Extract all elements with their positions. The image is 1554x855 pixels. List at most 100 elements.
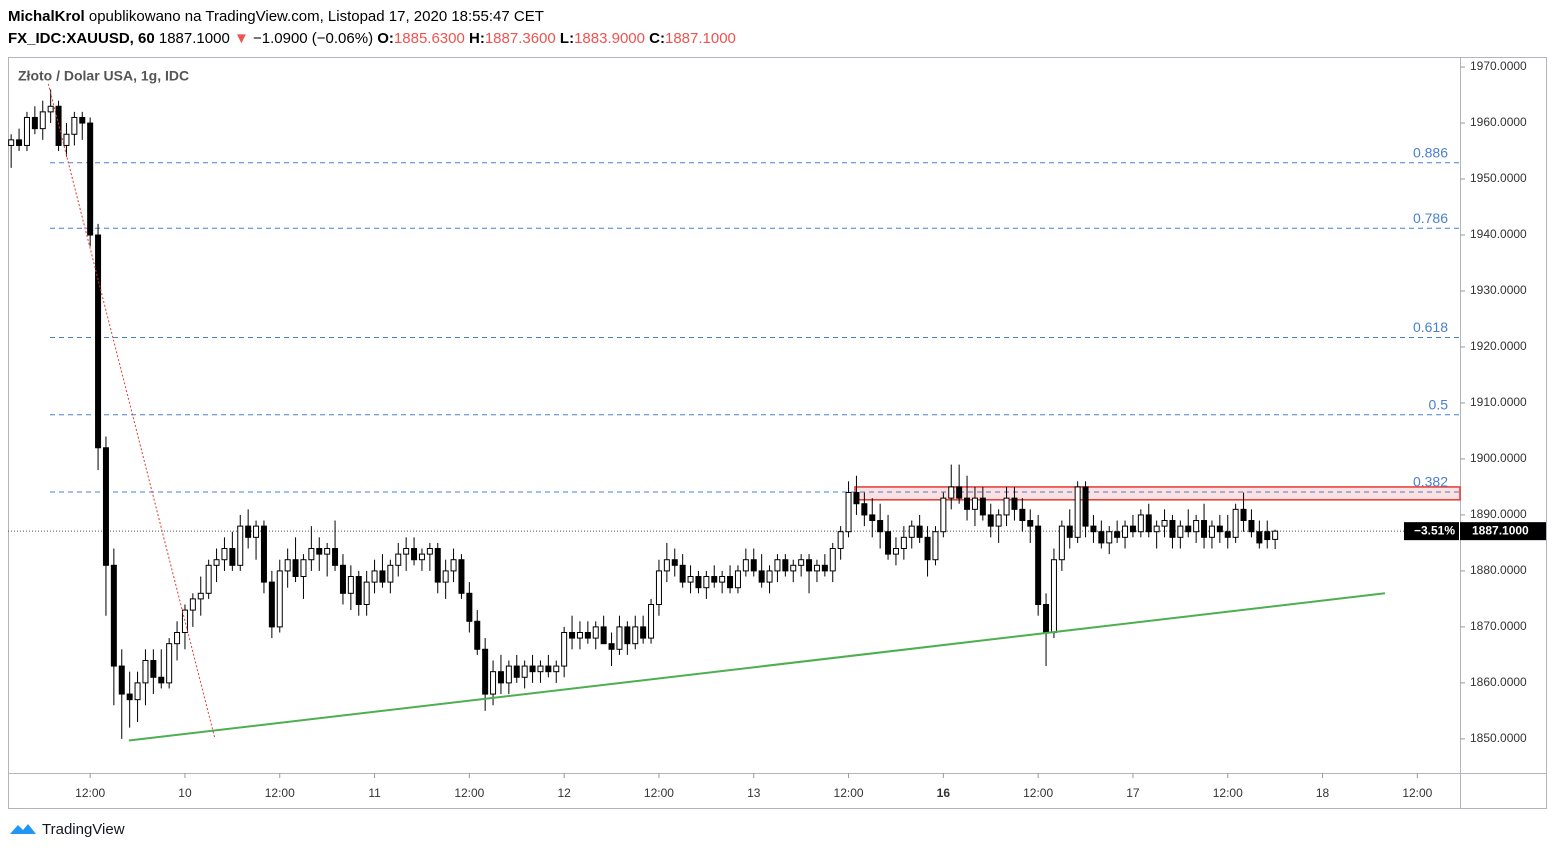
candle-body [545,665,552,673]
trend-line [128,592,1386,742]
candle-body [924,536,931,561]
c-label: C: [649,30,665,47]
candle-body [118,665,125,695]
h-label: H: [469,30,485,47]
candle-body [964,497,971,510]
candle-body [316,548,323,555]
l-label: L: [559,30,575,47]
candle-body [237,525,244,566]
x-tick-label: 12:00 [1213,786,1243,800]
x-tick-label: 12:00 [265,786,295,800]
candle-body [1201,520,1208,538]
candle-body [1169,520,1176,538]
candle-body [798,559,805,566]
candle-body [987,514,994,527]
candle-body [442,570,449,583]
candle-body [1161,520,1168,527]
candle-body [505,665,512,684]
y-tick-label: 1890.0000 [1470,507,1527,521]
candle-body [95,234,102,449]
candle-body [1240,508,1247,522]
candle-body [150,659,157,678]
candle-body [940,497,947,533]
candle-body [806,559,813,572]
x-tick-label: 13 [747,786,761,800]
candle-body [1185,525,1192,533]
candle-body [584,631,591,639]
price: 1887.1000 [158,30,230,47]
candle-body [71,116,78,135]
header: MichalKrol opublikowano na TradingView.c… [8,6,736,50]
candle-body [687,576,694,583]
candle-body [703,576,710,589]
candle-body [189,598,196,611]
candle-body [616,626,623,650]
author: MichalKrol [8,8,85,25]
candle-body [379,570,386,583]
candle-body [260,525,267,583]
x-tick-label: 12:00 [75,786,105,800]
candle-body [861,503,868,516]
last-price-box [1460,522,1546,541]
candle-body [900,536,907,550]
candle-body [655,570,662,605]
y-tick-label: 1970.0000 [1470,59,1527,73]
candle-body [1003,497,1010,516]
candle-body [537,665,544,673]
candle-body [727,576,734,589]
candle-body [648,603,655,639]
candle-body [719,576,726,583]
candle-body [418,553,425,561]
candle-body [1145,514,1152,533]
candle-body [995,514,1002,527]
x-tick-label: 12:00 [1023,786,1053,800]
y-tick-label: 1850.0000 [1470,731,1527,745]
candle-body [750,559,757,572]
candle-body [766,570,773,583]
candle-body [1043,603,1050,633]
candle-body [174,631,181,645]
candle-body [908,525,915,538]
candle-body [87,122,94,236]
candle-body [971,497,978,510]
candle-body [782,559,789,572]
candle-body [371,570,378,583]
footer: TradingView [8,820,125,838]
candle-body [47,105,54,113]
x-tick-label: 18 [1316,786,1330,800]
candle-body [1090,525,1097,533]
candle-body [490,671,497,695]
candle-body [1129,525,1136,533]
candle-body [355,576,362,605]
candle-body [1232,508,1239,538]
x-tick-label: 10 [178,786,192,800]
change: −1.0900 (−0.06%) [252,30,374,47]
y-tick-label: 1960.0000 [1470,115,1527,129]
candle-body [1272,530,1279,540]
fib-label: 0.786 [1413,210,1448,226]
logo-shape [10,824,36,834]
candle-body [55,105,62,146]
candle-body [126,693,133,701]
candle-body [474,620,481,650]
candle-body [774,559,781,572]
candle-body [1019,508,1026,522]
candle-body [1074,486,1081,538]
candle-body [1248,520,1255,533]
candle-body [837,531,844,550]
candle-body [845,492,852,533]
candle-body [411,548,418,561]
candle-body [1114,531,1121,538]
candle-body [458,559,465,594]
candle-body [300,559,307,578]
candle-body [276,570,283,628]
candle-body [347,576,354,594]
y-tick-label: 1880.0000 [1470,563,1527,577]
fib-label: 0.5 [1429,396,1449,412]
candle-body [734,570,741,589]
candle-body [497,671,504,684]
candle-body [426,548,433,555]
candle-body [205,564,212,594]
candle-body [813,564,820,572]
